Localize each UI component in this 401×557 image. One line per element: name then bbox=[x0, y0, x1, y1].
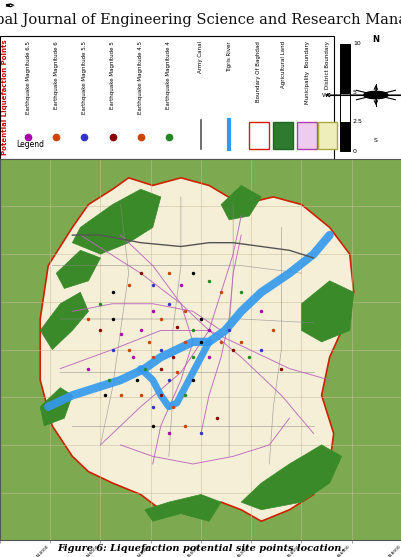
Text: Earthquake Magnitude 5: Earthquake Magnitude 5 bbox=[110, 41, 115, 109]
Text: S: S bbox=[373, 138, 377, 143]
Polygon shape bbox=[56, 250, 100, 289]
Text: Tigris River: Tigris River bbox=[226, 41, 231, 72]
Text: 5: 5 bbox=[352, 90, 356, 95]
Text: Global Journal of Engineering Science and Research Manager: Global Journal of Engineering Science an… bbox=[0, 13, 401, 27]
Bar bbox=[339, 92, 349, 122]
Polygon shape bbox=[40, 388, 72, 426]
Text: Legend: Legend bbox=[16, 140, 44, 149]
Polygon shape bbox=[241, 445, 341, 510]
Bar bbox=[339, 43, 349, 92]
Polygon shape bbox=[40, 292, 88, 350]
Bar bbox=[273, 122, 292, 149]
Text: Figure 6: Liquefaction potential site points location.: Figure 6: Liquefaction potential site po… bbox=[57, 544, 344, 553]
Text: 0: 0 bbox=[352, 149, 356, 154]
Bar bbox=[249, 122, 268, 149]
Bar bbox=[339, 122, 349, 152]
Text: Earthquake Magnitude 5.5: Earthquake Magnitude 5.5 bbox=[82, 41, 87, 114]
Text: Earthquake Magnitude 6: Earthquake Magnitude 6 bbox=[54, 41, 59, 109]
Text: Agricultural Land: Agricultural Land bbox=[280, 41, 285, 88]
Polygon shape bbox=[72, 189, 160, 254]
Text: Earthquake Magnitude 4: Earthquake Magnitude 4 bbox=[166, 41, 171, 109]
Text: 10: 10 bbox=[352, 41, 360, 46]
Text: ✒: ✒ bbox=[4, 1, 14, 14]
Text: Potential Liquefaction Points: Potential Liquefaction Points bbox=[2, 40, 8, 155]
Polygon shape bbox=[301, 281, 353, 342]
Polygon shape bbox=[40, 178, 353, 521]
Text: Boundary Of Baghdad: Boundary Of Baghdad bbox=[256, 41, 261, 102]
Circle shape bbox=[363, 91, 387, 99]
Text: Earthquake Magnitude 4.5: Earthquake Magnitude 4.5 bbox=[138, 41, 143, 114]
Text: Municipality  Boundary: Municipality Boundary bbox=[304, 41, 309, 104]
Text: 2.5: 2.5 bbox=[352, 120, 362, 124]
Text: District Boundary: District Boundary bbox=[324, 41, 329, 89]
Bar bbox=[317, 122, 336, 149]
Polygon shape bbox=[144, 495, 221, 521]
Text: N: N bbox=[371, 35, 379, 43]
Bar bbox=[297, 122, 316, 149]
Bar bbox=[0, 36, 333, 159]
Text: Earthquake Magnitude 6.5: Earthquake Magnitude 6.5 bbox=[26, 41, 30, 114]
Polygon shape bbox=[221, 185, 261, 220]
Text: W: W bbox=[321, 92, 327, 97]
Text: Army Canal: Army Canal bbox=[198, 41, 203, 73]
